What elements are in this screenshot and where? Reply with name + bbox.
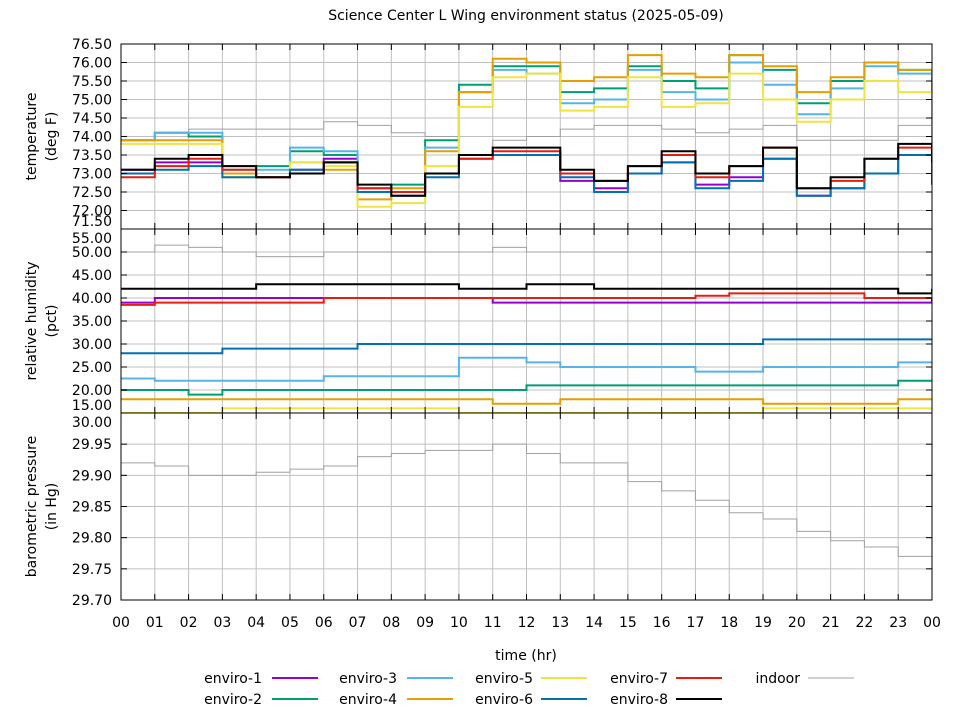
series-line-enviro-3-panel-2: [121, 356, 932, 382]
y-tick-label: 29.90: [72, 468, 112, 484]
legend-item-enviro-4: enviro-4: [339, 692, 453, 708]
legend-item-enviro-7: enviro-7: [610, 671, 722, 687]
x-tick-label: 12: [518, 615, 536, 631]
series-line-enviro-8-panel-2: [121, 283, 932, 295]
legend-item-enviro-5: enviro-5: [475, 671, 587, 687]
x-tick-label: 07: [349, 615, 367, 631]
legend-item-enviro-3: enviro-3: [339, 671, 453, 687]
series-line-enviro-4-panel-2: [121, 398, 932, 405]
x-tick-label: 04: [247, 615, 265, 631]
y-axis-label: (in Hg): [44, 483, 60, 531]
y-tick-label: 73.50: [72, 148, 112, 164]
x-tick-label: 23: [889, 615, 907, 631]
y-axis-label: barometric pressure: [24, 436, 40, 577]
series-line-indoor-panel-1: [121, 121, 932, 156]
y-tick-label: 29.95: [72, 437, 112, 453]
x-tick-label: 18: [720, 615, 738, 631]
y-tick-label: 76.00: [72, 56, 112, 72]
legend-label: enviro-6: [475, 692, 533, 708]
x-tick-label: 02: [180, 615, 198, 631]
x-tick-label: 15: [619, 615, 637, 631]
y-tick-label: 45.00: [72, 268, 112, 284]
y-tick-label: 30.00: [72, 337, 112, 353]
y-tick-label: 73.00: [72, 167, 112, 183]
series-line-indoor-panel-3: [121, 443, 932, 572]
x-tick-label: 03: [213, 615, 231, 631]
series-line-enviro-7-panel-2: [121, 292, 932, 306]
x-axis-label: time (hr): [495, 648, 557, 664]
legend-item-enviro-2: enviro-2: [204, 692, 318, 708]
x-tick-label: 14: [585, 615, 603, 631]
x-tick-label: 06: [315, 615, 333, 631]
legend-label: enviro-3: [339, 671, 397, 687]
y-axis-label: (deg F): [44, 112, 60, 162]
legend-label: enviro-8: [610, 692, 668, 708]
x-tick-label: 13: [551, 615, 569, 631]
x-tick-label: 05: [281, 615, 299, 631]
y-tick-label: 30.00: [72, 415, 112, 431]
y-tick-label: 35.00: [72, 314, 112, 330]
legend-label: enviro-7: [610, 671, 668, 687]
y-tick-label: 75.50: [72, 74, 112, 90]
legend-item-enviro-6: enviro-6: [475, 692, 587, 708]
x-tick-label: 01: [146, 615, 164, 631]
x-tick-label: 17: [687, 615, 705, 631]
y-tick-label: 20.00: [72, 383, 112, 399]
y-tick-label: 29.70: [72, 593, 112, 609]
y-axis-label: temperature: [24, 93, 40, 181]
series-line-indoor-panel-2: [121, 244, 932, 258]
series-line-enviro-8-panel-1: [121, 142, 932, 197]
y-axis-label: relative humidity: [24, 261, 40, 380]
legend: enviro-1 enviro-2 enviro-3 enviro-4 enviro-5…: [204, 671, 854, 708]
y-axis-label: (pct): [44, 305, 60, 338]
legend-label: enviro-5: [475, 671, 533, 687]
y-tick-label: 25.00: [72, 360, 112, 376]
legend-item-enviro-8: enviro-8: [610, 692, 722, 708]
legend-label: enviro-1: [204, 671, 262, 687]
legend-item-enviro-1: enviro-1: [204, 671, 318, 687]
legend-item-indoor: indoor: [755, 671, 854, 687]
y-tick-label: 75.00: [72, 93, 112, 109]
series-line-enviro-5-panel-2: [121, 407, 932, 413]
y-tick-label: 71.50: [72, 214, 112, 230]
legend-label: indoor: [755, 671, 800, 687]
series-lines: [121, 54, 932, 572]
x-tick-label: 16: [653, 615, 671, 631]
y-tick-label: 74.50: [72, 111, 112, 127]
y-tick-label: 40.00: [72, 291, 112, 307]
x-tick-label: 08: [382, 615, 400, 631]
x-tick-label: 20: [788, 615, 806, 631]
chart-title: Science Center L Wing environment status…: [328, 8, 724, 24]
x-tick-label: 11: [484, 615, 502, 631]
y-tick-label: 72.50: [72, 185, 112, 201]
y-tick-label: 29.80: [72, 531, 112, 547]
x-tick-label: 10: [450, 615, 468, 631]
x-tick-label: 21: [822, 615, 840, 631]
y-tick-label: 29.75: [72, 562, 112, 578]
legend-label: enviro-4: [339, 692, 397, 708]
x-tick-label: 00: [112, 615, 130, 631]
series-line-enviro-5-panel-1: [121, 72, 932, 208]
y-tick-label: 72.00: [72, 204, 112, 220]
x-tick-label: 09: [416, 615, 434, 631]
x-tick-label: 00: [923, 615, 941, 631]
y-tick-label: 50.00: [72, 245, 112, 261]
legend-label: enviro-2: [204, 692, 262, 708]
x-tick-label: 19: [754, 615, 772, 631]
y-tick-label: 15.00: [72, 398, 112, 414]
series-line-enviro-1-panel-2: [121, 297, 932, 304]
x-tick-label: 22: [856, 615, 874, 631]
y-tick-label: 29.85: [72, 500, 112, 516]
series-line-enviro-2-panel-2: [121, 379, 932, 396]
y-tick-label: 55.00: [72, 231, 112, 247]
y-tick-label: 76.50: [72, 37, 112, 53]
y-tick-label: 74.00: [72, 130, 112, 146]
gridlines: [120, 43, 933, 601]
series-line-enviro-6-panel-2: [121, 338, 932, 355]
